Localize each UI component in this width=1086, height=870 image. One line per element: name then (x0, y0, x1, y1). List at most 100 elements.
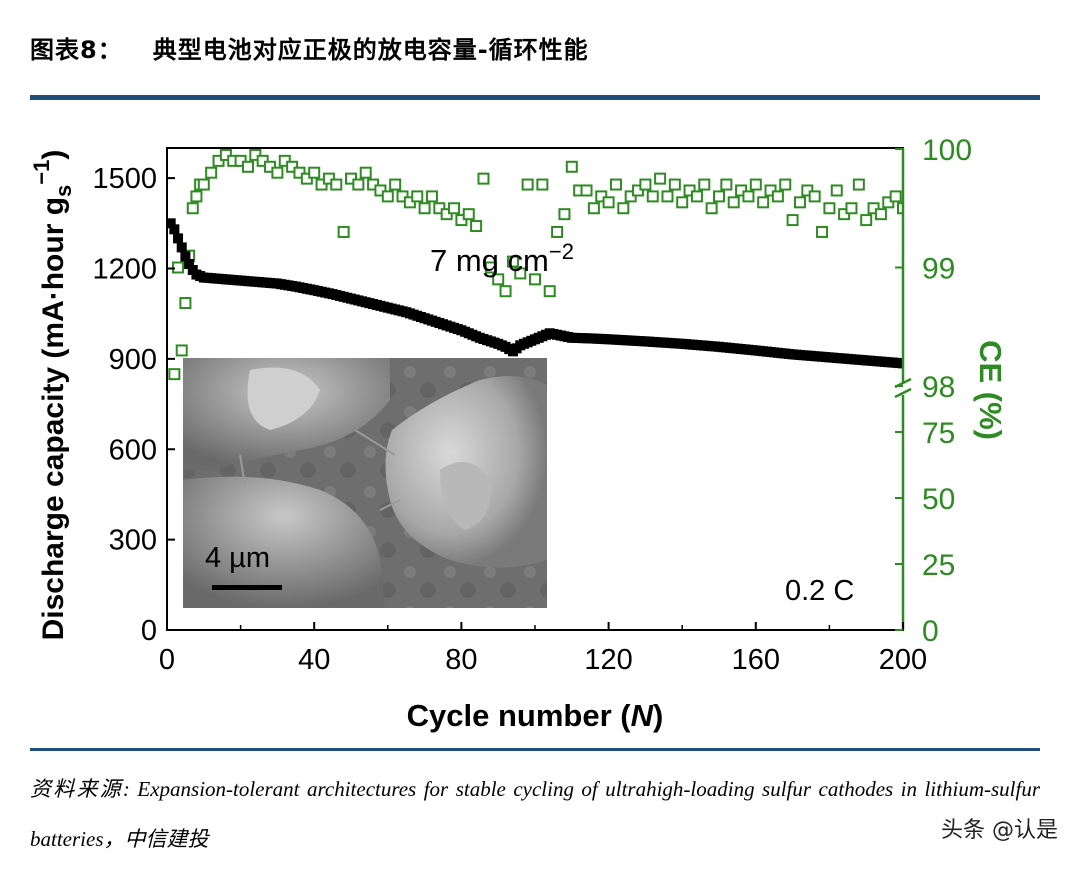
y-right-tick-label-75: 75 (922, 417, 955, 450)
ce-point (705, 202, 718, 215)
ce-point (587, 202, 600, 215)
ce-point (808, 190, 821, 203)
ce-point (470, 220, 483, 233)
y-right-tick-label-0: 0 (922, 615, 939, 648)
y-right-tick-label-100: 100 (922, 134, 972, 167)
ce-point (742, 190, 755, 203)
ylabel-left-end: ) (37, 150, 70, 160)
y-left-tick-label-900: 900 (109, 344, 157, 376)
ce-point (514, 267, 527, 280)
ce-point (179, 297, 192, 310)
x-axis: 0 40 80 120 160 200 (159, 622, 927, 676)
loading-annotation: 7 mg cm−2 (430, 239, 574, 278)
ce-point (543, 285, 556, 298)
ce-point (617, 202, 630, 215)
ce-point (757, 196, 770, 209)
ce-series (168, 148, 903, 381)
ce-point (448, 202, 461, 215)
source-note: 资料来源: Expansion-tolerant architectures f… (30, 777, 1040, 851)
ce-point (676, 196, 689, 209)
ce-point (690, 190, 703, 203)
ce-point (668, 178, 681, 191)
ce-point (381, 190, 394, 203)
ce-point (492, 273, 505, 286)
ce-point (897, 202, 903, 215)
y-right-tick-label-98: 98 (922, 371, 955, 404)
figure-title: 图表8： 典型电池对应正极的放电容量-循环性能 (30, 30, 589, 65)
ce-point (205, 166, 218, 179)
ce-point (168, 368, 181, 381)
figure-label: 图表8： (30, 36, 123, 64)
ce-point (425, 190, 438, 203)
y-left-tick-label-1200: 1200 (92, 254, 157, 286)
ce-point (175, 344, 188, 357)
top-rule (30, 95, 1040, 100)
ce-point (337, 225, 350, 238)
x-tick-label-120: 120 (584, 644, 632, 676)
ce-point (536, 178, 549, 191)
scale-bar (212, 585, 282, 590)
ce-point (889, 190, 902, 203)
ce-point (816, 225, 829, 238)
scale-label: 4 µm (205, 542, 270, 574)
y-right-tick-label-25: 25 (922, 549, 955, 582)
ce-point (197, 178, 210, 191)
x-tick-label-200: 200 (879, 644, 927, 676)
ce-point (186, 202, 199, 215)
y-right-tick-label-50: 50 (922, 483, 955, 516)
ce-point (241, 160, 254, 173)
ce-point (190, 190, 203, 203)
ce-point (786, 214, 799, 227)
x-title-variable: N (631, 698, 654, 733)
y-left-tick-label-1500: 1500 (92, 163, 157, 195)
x-title-text: Cycle number ( (407, 698, 632, 733)
figure-caption: 典型电池对应正极的放电容量-循环性能 (152, 36, 589, 64)
right-y-axis-title: CE (%) (973, 340, 1008, 440)
ce-point (830, 184, 843, 197)
ce-point (602, 196, 615, 209)
ce-point (749, 178, 762, 191)
ce-point (845, 202, 858, 215)
capacity-point (176, 242, 187, 253)
x-title-end: ) (653, 698, 663, 733)
ce-point (308, 166, 321, 179)
capacity-series (167, 218, 903, 369)
ce-point (654, 172, 667, 185)
left-y-axis-title: Discharge capacity (mA·hour gs−1) (29, 150, 76, 641)
ce-point (713, 190, 725, 203)
ce-point (860, 214, 873, 227)
ce-point (330, 178, 343, 191)
bottom-rule (30, 748, 1040, 751)
ce-point (551, 225, 564, 238)
ce-point (727, 196, 740, 209)
loading-text: 7 mg cm (430, 243, 549, 278)
ce-point (477, 172, 490, 185)
ce-point (558, 208, 571, 221)
ce-point (506, 255, 519, 268)
ce-point (720, 178, 733, 191)
ce-point (462, 208, 475, 221)
ce-point (418, 202, 431, 215)
ce-point (389, 178, 402, 191)
capacity-point (184, 258, 195, 269)
capacity-point (169, 224, 180, 235)
y-left-tick-label-300: 300 (109, 525, 157, 557)
ce-point (609, 178, 622, 191)
capacity-point (898, 358, 903, 369)
ce-point (580, 184, 593, 197)
ce-point (359, 166, 372, 179)
ce-point (698, 178, 711, 191)
ce-point (779, 178, 792, 191)
ce-point (484, 261, 497, 274)
capacity-point (180, 251, 191, 262)
x-tick-label-40: 40 (298, 644, 330, 676)
rate-annotation: 0.2 C (785, 575, 854, 607)
capacity-point (167, 218, 176, 229)
ylabel-left-subscript: s (51, 185, 76, 197)
ce-point (352, 178, 365, 191)
left-y-axis: 0 300 600 900 1200 1500 (92, 163, 175, 647)
ce-point (411, 190, 424, 203)
ce-point (646, 190, 659, 203)
chart: 4 µm 0 40 80 120 160 200 0 300 600 900 1200 1500 9… (29, 134, 1008, 733)
ce-point (793, 196, 806, 209)
